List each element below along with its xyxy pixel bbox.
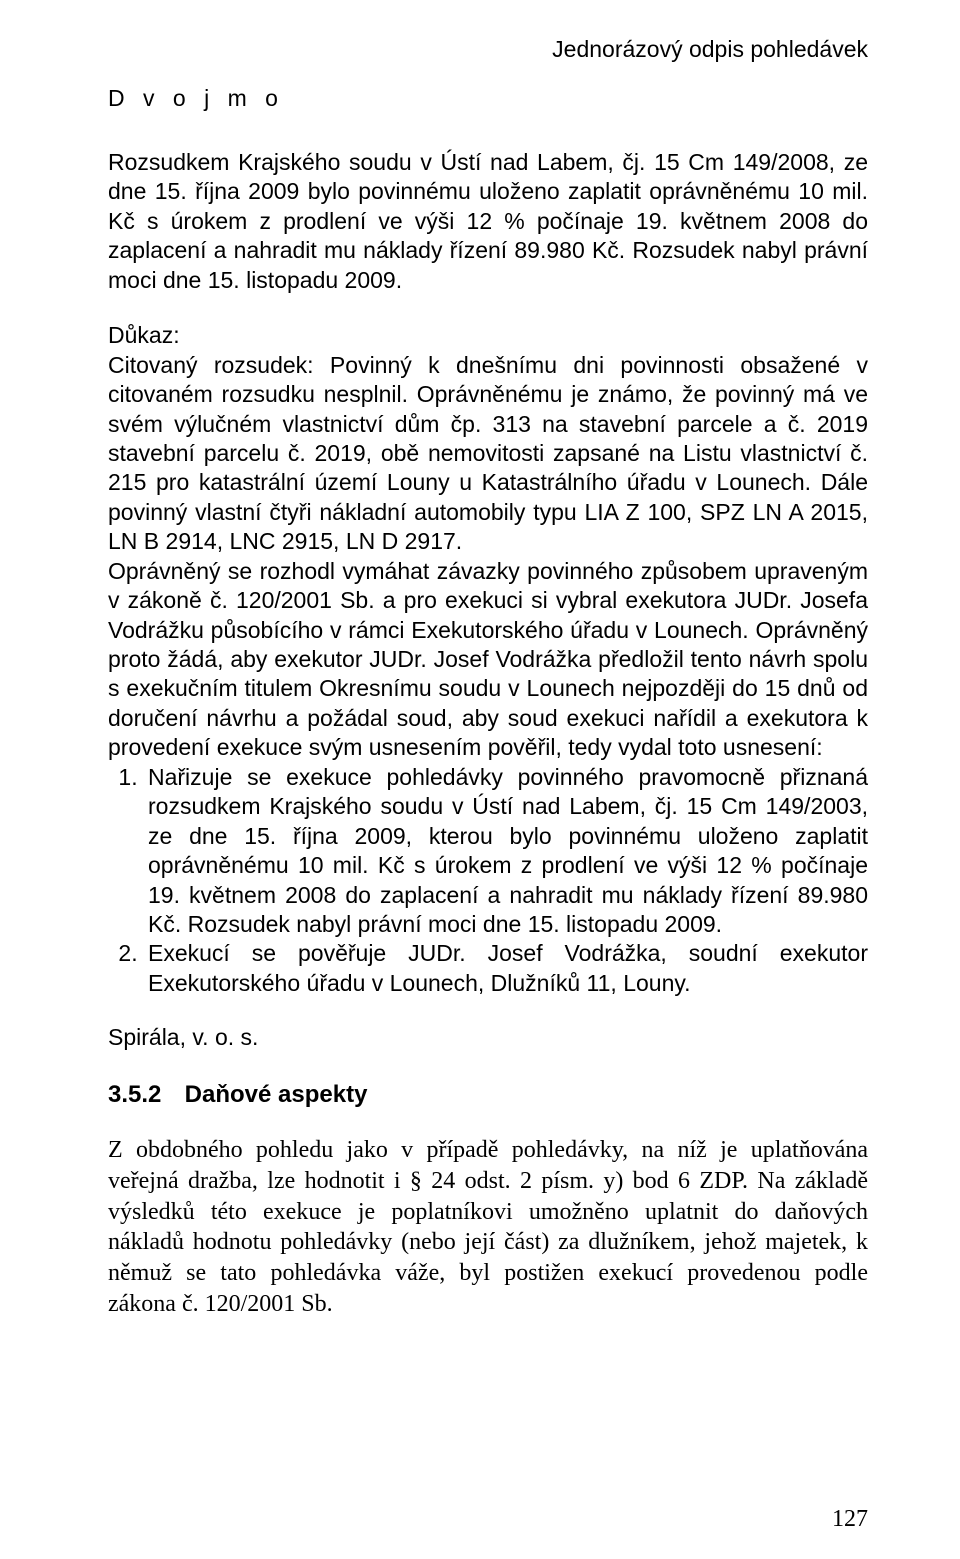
- running-header: Jednorázový odpis pohledávek: [108, 36, 868, 63]
- paragraph-proof: Citovaný rozsudek: Povinný k dnešnímu dn…: [108, 351, 868, 557]
- dvojmo-label: D v o j m o: [108, 85, 868, 112]
- serif-paragraph: Z obdobného pohledu jako v případě pohle…: [108, 1135, 868, 1319]
- proof-lead: Důkaz:: [108, 321, 868, 350]
- section-number: 3.5.2: [108, 1081, 178, 1109]
- section-heading: 3.5.2 Daňové aspekty: [108, 1081, 868, 1109]
- signature-line: Spirála, v. o. s.: [108, 1024, 868, 1051]
- list-item: Nařizuje se exekuce pohledávky povinného…: [144, 763, 868, 940]
- list-item: Exekucí se pověřuje JUDr. Josef Vodrážka…: [144, 939, 868, 998]
- paragraph-request: Oprávněný se rozhodl vymáhat závazky pov…: [108, 557, 868, 763]
- document-page: Jednorázový odpis pohledávek D v o j m o…: [0, 0, 960, 1559]
- section-title: Daňové aspekty: [185, 1081, 368, 1108]
- ordered-list: Nařizuje se exekuce pohledávky povinného…: [108, 763, 868, 999]
- paragraph-intro: Rozsudkem Krajského soudu v Ústí nad Lab…: [108, 148, 868, 295]
- page-number: 127: [832, 1506, 868, 1533]
